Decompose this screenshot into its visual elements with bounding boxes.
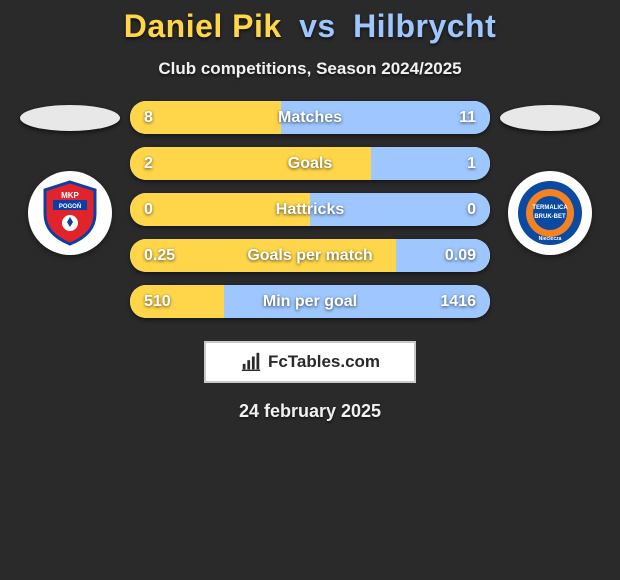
svg-text:TERMALICA: TERMALICA [532, 205, 568, 211]
main-content: MKP POGOŃ 8 11 Matches 2 1 Goals 0 0 Hattricks 0.… [0, 101, 620, 331]
vs-label: vs [299, 8, 336, 44]
player1-club-badge: MKP POGOŃ [28, 171, 112, 255]
player1-photo-placeholder [20, 105, 120, 131]
page-title: Daniel Pik vs Hilbrycht [0, 8, 620, 45]
stat-label: Min per goal [263, 293, 357, 311]
left-side: MKP POGOŃ [20, 101, 120, 255]
stat-row: 8 11 Matches [130, 101, 490, 134]
stat-label: Goals [288, 155, 332, 173]
stats-bars: 8 11 Matches 2 1 Goals 0 0 Hattricks 0.25 0.09 Goal… [130, 101, 490, 331]
stat-fill-left [130, 147, 371, 180]
svg-text:POGOŃ: POGOŃ [59, 202, 81, 210]
shield-icon: TERMALICA BRUK-BET Nieciecza [515, 178, 585, 248]
shield-icon: MKP POGOŃ [35, 178, 105, 248]
stat-row: 510 1416 Min per goal [130, 285, 490, 318]
svg-text:Nieciecza: Nieciecza [539, 236, 562, 242]
player2-name: Hilbrycht [353, 8, 496, 44]
stat-value-right: 0.09 [445, 247, 476, 265]
stat-value-right: 11 [459, 109, 476, 127]
stat-row: 0.25 0.09 Goals per match [130, 239, 490, 272]
stat-value-right: 1 [467, 155, 476, 173]
player2-photo-placeholder [500, 105, 600, 131]
svg-text:MKP: MKP [61, 191, 79, 200]
player2-club-badge: TERMALICA BRUK-BET Nieciecza [508, 171, 592, 255]
source-logo: FcTables.com [204, 341, 416, 383]
stat-value-right: 1416 [440, 293, 476, 311]
stat-value-left: 0.25 [144, 247, 175, 265]
right-side: TERMALICA BRUK-BET Nieciecza [500, 101, 600, 255]
stat-value-left: 8 [144, 109, 153, 127]
stat-label: Goals per match [247, 247, 372, 265]
stat-row: 2 1 Goals [130, 147, 490, 180]
stat-row: 0 0 Hattricks [130, 193, 490, 226]
stat-value-left: 2 [144, 155, 153, 173]
bar-chart-icon [240, 351, 262, 373]
source-logo-text: FcTables.com [268, 352, 380, 372]
stat-label: Hattricks [276, 201, 344, 219]
stat-value-left: 0 [144, 201, 153, 219]
stat-label: Matches [278, 109, 342, 127]
comparison-card: Daniel Pik vs Hilbrycht Club competition… [0, 0, 620, 422]
player1-name: Daniel Pik [124, 8, 282, 44]
subtitle: Club competitions, Season 2024/2025 [0, 59, 620, 79]
svg-text:BRUK-BET: BRUK-BET [534, 214, 566, 220]
stat-value-right: 0 [467, 201, 476, 219]
date-label: 24 february 2025 [0, 401, 620, 422]
stat-value-left: 510 [144, 293, 171, 311]
